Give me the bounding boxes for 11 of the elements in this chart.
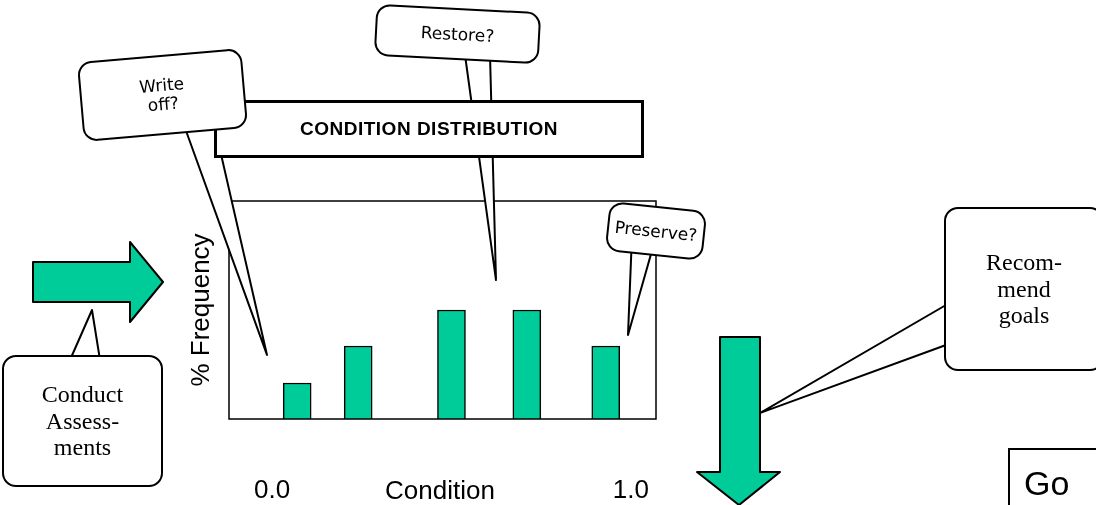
x-tick-label: 1.0	[612, 473, 649, 504]
text: Go	[1008, 448, 1096, 505]
text: Write off?	[76, 47, 249, 143]
text: Restore?	[373, 3, 542, 65]
chart-title: CONDITION DISTRIBUTION	[214, 100, 644, 158]
text: Preserve?	[604, 201, 708, 261]
text: Recom- mend goals	[944, 207, 1096, 371]
text: Conduct Assess- ments	[2, 355, 163, 487]
x-tick-label: 0.0	[253, 473, 291, 504]
y-axis-title: % Frequency	[184, 233, 216, 387]
x-axis-title: Condition	[385, 474, 495, 505]
